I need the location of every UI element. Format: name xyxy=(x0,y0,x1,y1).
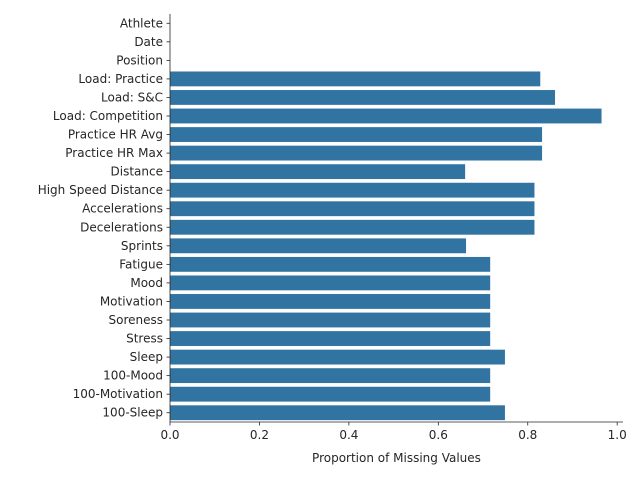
bar-3 xyxy=(170,71,541,87)
x-tick-label-0: 0.0 xyxy=(160,428,179,442)
bar-12 xyxy=(170,238,467,254)
x-tick-label-5: 1.0 xyxy=(608,428,627,442)
y-tick-label-13: Fatigue xyxy=(119,257,163,271)
y-tick-label-10: Accelerations xyxy=(82,202,163,216)
y-tick-label-4: Load: S&C xyxy=(101,90,163,104)
x-tick-label-3: 0.6 xyxy=(429,428,448,442)
bar-11 xyxy=(170,219,535,235)
bar-13 xyxy=(170,256,491,272)
y-tick-label-6: Practice HR Avg xyxy=(68,128,163,142)
y-tick-label-16: Soreness xyxy=(108,313,163,327)
y-tick-label-8: Distance xyxy=(111,165,163,179)
y-tick-label-21: 100-Sleep xyxy=(102,406,163,420)
bar-20 xyxy=(170,386,491,402)
bar-18 xyxy=(170,349,505,365)
y-tick-label-19: 100-Mood xyxy=(103,369,163,383)
bar-14 xyxy=(170,275,491,291)
x-tick-label-1: 0.2 xyxy=(250,428,269,442)
y-tick-label-18: Sleep xyxy=(130,350,163,364)
bar-17 xyxy=(170,331,491,346)
y-tick-label-14: Mood xyxy=(130,276,163,290)
y-tick-label-12: Sprints xyxy=(121,239,163,253)
x-axis-ticks: 0.0 0.2 0.4 0.6 0.8 1.0 xyxy=(160,422,627,442)
y-tick-label-15: Motivation xyxy=(100,294,163,308)
y-tick-label-1: Date xyxy=(134,35,163,49)
y-tick-label-9: High Speed Distance xyxy=(38,183,163,197)
bars-group xyxy=(170,71,602,421)
y-tick-label-0: Athlete xyxy=(120,16,163,30)
y-tick-label-20: 100-Motivation xyxy=(73,387,163,401)
y-tick-label-5: Load: Competition xyxy=(53,109,163,123)
bar-8 xyxy=(170,164,466,180)
x-tick-label-4: 0.8 xyxy=(518,428,537,442)
y-tick-label-7: Practice HR Max xyxy=(65,146,163,160)
y-tick-label-2: Position xyxy=(116,53,163,67)
y-axis-ticks: Athlete Date Position Load: Practice Load: S… xyxy=(38,16,170,420)
bar-6 xyxy=(170,127,543,142)
bar-10 xyxy=(170,201,535,217)
bar-15 xyxy=(170,294,491,309)
y-tick-label-11: Decelerations xyxy=(80,220,163,234)
bar-7 xyxy=(170,145,543,161)
bar-16 xyxy=(170,312,491,328)
bar-21 xyxy=(170,405,505,421)
bar-5 xyxy=(170,108,602,124)
y-tick-label-3: Load: Practice xyxy=(78,72,163,86)
bar-4 xyxy=(170,90,556,105)
bar-9 xyxy=(170,182,535,198)
bar-19 xyxy=(170,368,491,384)
y-tick-label-17: Stress xyxy=(126,332,163,346)
x-tick-label-2: 0.4 xyxy=(339,428,358,442)
x-axis-label: Proportion of Missing Values xyxy=(312,451,481,465)
